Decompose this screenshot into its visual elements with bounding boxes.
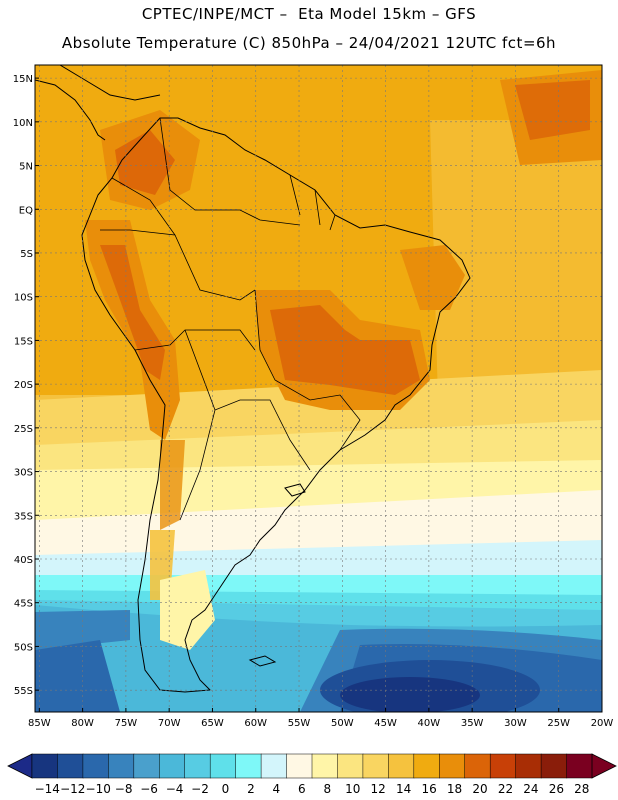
colorbar-label: 0 <box>222 782 230 796</box>
lat-tick-label: 40S <box>14 555 33 566</box>
lon-tick-label: 25W <box>547 718 570 729</box>
colorbar-swatch <box>209 753 237 779</box>
colorbar-label: 14 <box>396 782 411 796</box>
colorbar-label: 24 <box>523 782 538 796</box>
lat-tick-label: 55S <box>14 686 33 697</box>
colorbar-label: 20 <box>472 782 487 796</box>
colorbar-label: 2 <box>247 782 255 796</box>
lat-tick-label: 15S <box>14 336 33 347</box>
lat-tick-label: 30S <box>14 468 33 479</box>
lon-tick-label: 55W <box>288 718 311 729</box>
lat-tick-label: 5N <box>19 162 33 173</box>
falklands <box>248 655 277 667</box>
colorbar-swatch <box>260 753 288 779</box>
colorbar-swatch <box>464 753 491 779</box>
colorbar-swatch <box>566 753 593 779</box>
lon-tick-label: 65W <box>201 718 224 729</box>
colorbar-swatch <box>133 753 160 779</box>
lat-tick-label: 5S <box>20 249 33 260</box>
colorbar-swatch <box>184 753 211 779</box>
lon-tick-label: 50W <box>331 718 354 729</box>
lat-tick-label: 20S <box>14 380 33 391</box>
colorbar-swatch <box>57 753 84 779</box>
colorbar-label: −10 <box>86 782 111 796</box>
lon-tick-label: 20W <box>591 718 614 729</box>
lagoa-dos-patos <box>284 483 306 497</box>
lat-tick-label: 50S <box>14 642 33 653</box>
longitude-axis: 85W 80W 75W 70W 65W 60W 55W 50W 45W 40W 35W 30W 25W 2… <box>28 708 613 729</box>
lon-tick-label: 80W <box>71 718 94 729</box>
colorbar-label: −14 <box>35 782 60 796</box>
colorbar-label: 26 <box>549 782 564 796</box>
lat-tick-label: 15N <box>13 74 33 85</box>
lon-tick-label: 70W <box>158 718 181 729</box>
map-frame <box>34 64 603 713</box>
colorbar-label: 16 <box>421 782 436 796</box>
colorbar-swatch <box>362 753 389 779</box>
colorbar-label: 6 <box>298 782 306 796</box>
colorbar-label: −8 <box>115 782 133 796</box>
lat-tick-label: 10N <box>13 118 33 129</box>
lat-tick-label: 10S <box>14 293 33 304</box>
lat-tick-label: 35S <box>14 511 33 522</box>
lat-tick-label: 45S <box>14 599 33 610</box>
caribbean-coast <box>59 65 161 101</box>
colorbar-label: 8 <box>323 782 331 796</box>
colorbar-swatch <box>439 753 466 779</box>
lon-tick-label: 35W <box>461 718 484 729</box>
colorbar-label: −2 <box>191 782 209 796</box>
colorbar-label: 12 <box>371 782 386 796</box>
lon-tick-label: 75W <box>115 718 138 729</box>
colorbar-swatch <box>337 753 364 779</box>
lon-tick-label: 85W <box>28 718 51 729</box>
colorbar-label: −12 <box>60 782 85 796</box>
colorbar-label: 4 <box>273 782 281 796</box>
lat-tick-label: EQ <box>19 205 33 216</box>
lon-tick-label: 30W <box>504 718 527 729</box>
colorbar-labels: −14 −12 −10 −8 −6 −4 −2 0 2 4 6 8 10 12 14 16 18 20 22 24 26… <box>35 782 590 796</box>
lat-tick-label: 25S <box>14 424 33 435</box>
colorbar-swatch <box>540 753 568 779</box>
colorbar-label: −4 <box>166 782 184 796</box>
colorbar-swatch <box>31 753 59 779</box>
colorbar-swatch <box>515 753 542 779</box>
colorbar-swatch <box>286 753 313 779</box>
lon-tick-label: 45W <box>374 718 397 729</box>
title-line-1: CPTEC/INPE/MCT – Eta Model 15km – GFS <box>141 5 477 23</box>
lon-tick-label: 40W <box>418 718 441 729</box>
colorbar-swatch <box>413 753 440 779</box>
colorbar-swatch <box>388 753 415 779</box>
title-line-2: Absolute Temperature (C) 850hPa – 24/04/… <box>61 34 557 52</box>
colorbar-label: −6 <box>140 782 158 796</box>
colorbar-label: 18 <box>447 782 462 796</box>
colorbar-max-arrow <box>591 753 617 779</box>
colorbar-min-arrow <box>7 753 33 779</box>
colorbar-swatch <box>489 753 517 779</box>
colorbar-swatch <box>82 753 109 779</box>
colorbar-swatch <box>108 753 135 779</box>
border-lines <box>100 117 361 521</box>
colorbar-label: 22 <box>498 782 513 796</box>
latitude-axis: 15N 10N 5N EQ 5S 10S 15S 20S 25S 30S 35S 40S 45S 50S 5… <box>13 74 39 697</box>
colorbar-label: 10 <box>345 782 360 796</box>
colorbar-swatch <box>159 753 186 779</box>
colorbar-swatch <box>235 753 262 779</box>
lon-tick-label: 60W <box>244 718 267 729</box>
colorbar <box>7 753 617 779</box>
colorbar-swatch <box>311 753 339 779</box>
colorbar-label: 28 <box>574 782 589 796</box>
